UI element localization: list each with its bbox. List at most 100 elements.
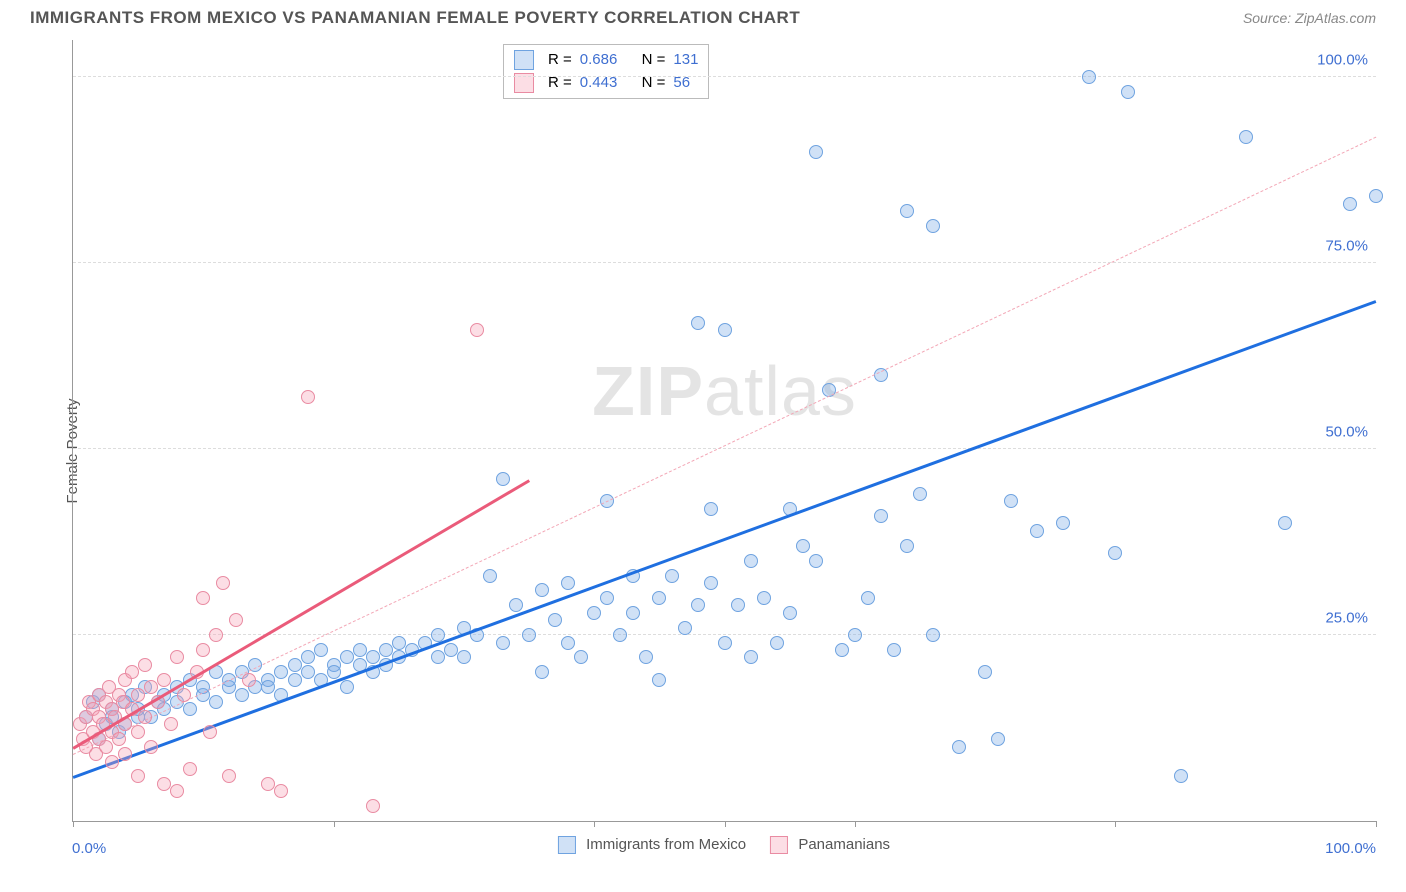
data-point-panama: [242, 673, 256, 687]
data-point-mexico: [457, 650, 471, 664]
data-point-mexico: [496, 636, 510, 650]
data-point-mexico: [274, 665, 288, 679]
data-point-mexico: [444, 643, 458, 657]
data-point-mexico: [379, 643, 393, 657]
chart-title: IMMIGRANTS FROM MEXICO VS PANAMANIAN FEM…: [30, 8, 800, 28]
data-point-mexico: [704, 576, 718, 590]
data-point-mexico: [1030, 524, 1044, 538]
data-point-mexico: [639, 650, 653, 664]
legend-swatch-panama: [770, 836, 788, 854]
data-point-panama: [274, 784, 288, 798]
data-point-mexico: [1056, 516, 1070, 530]
data-point-panama: [157, 777, 171, 791]
data-point-mexico: [522, 628, 536, 642]
data-point-mexico: [1278, 516, 1292, 530]
data-point-mexico: [809, 554, 823, 568]
data-point-mexico: [1082, 70, 1096, 84]
data-point-panama: [301, 390, 315, 404]
y-tick-label: 25.0%: [1325, 610, 1368, 627]
data-point-panama: [144, 740, 158, 754]
data-point-mexico: [900, 204, 914, 218]
data-point-mexico: [718, 323, 732, 337]
data-point-panama: [99, 740, 113, 754]
data-point-mexico: [340, 680, 354, 694]
data-point-mexico: [861, 591, 875, 605]
data-point-mexico: [431, 650, 445, 664]
data-point-panama: [216, 576, 230, 590]
data-point-panama: [170, 650, 184, 664]
data-point-mexico: [809, 145, 823, 159]
watermark: ZIPatlas: [592, 351, 857, 431]
data-point-mexico: [770, 636, 784, 650]
data-point-panama: [118, 747, 132, 761]
x-axis-legend: Immigrants from Mexico Panamanians: [558, 836, 890, 854]
data-point-mexico: [926, 219, 940, 233]
data-point-mexico: [1369, 189, 1383, 203]
data-point-mexico: [496, 472, 510, 486]
data-point-mexico: [1108, 546, 1122, 560]
y-tick-label: 75.0%: [1325, 238, 1368, 255]
data-point-panama: [222, 769, 236, 783]
data-point-panama: [196, 643, 210, 657]
gridline: [73, 448, 1376, 449]
source-attribution: Source: ZipAtlas.com: [1243, 10, 1376, 26]
chart-container: Female Poverty ZIPatlas R = 0.686 N = 13…: [30, 40, 1376, 862]
stats-row-panama: R = 0.443 N = 56: [514, 72, 698, 95]
y-tick-label: 50.0%: [1325, 424, 1368, 441]
data-point-mexico: [288, 658, 302, 672]
swatch-mexico: [514, 50, 534, 70]
data-point-mexico: [1174, 769, 1188, 783]
data-point-panama: [183, 762, 197, 776]
data-point-mexico: [757, 591, 771, 605]
data-point-mexico: [574, 650, 588, 664]
data-point-mexico: [913, 487, 927, 501]
data-point-mexico: [796, 539, 810, 553]
r-value-panama: 0.443: [580, 72, 618, 95]
data-point-mexico: [209, 695, 223, 709]
x-tick-mark: [1376, 821, 1377, 827]
r-value-mexico: 0.686: [580, 49, 618, 72]
data-point-mexico: [887, 643, 901, 657]
legend-item-mexico: Immigrants from Mexico: [558, 836, 746, 854]
data-point-mexico: [848, 628, 862, 642]
gridline: [73, 262, 1376, 263]
data-point-panama: [170, 784, 184, 798]
data-point-mexico: [314, 643, 328, 657]
data-point-mexico: [783, 606, 797, 620]
data-point-panama: [131, 688, 145, 702]
legend-swatch-mexico: [558, 836, 576, 854]
data-point-mexico: [704, 502, 718, 516]
data-point-mexico: [731, 598, 745, 612]
trend-line-mexico: [73, 300, 1377, 778]
data-point-mexico: [900, 539, 914, 553]
data-point-mexico: [835, 643, 849, 657]
data-point-panama: [229, 613, 243, 627]
data-point-mexico: [261, 680, 275, 694]
data-point-mexico: [509, 598, 523, 612]
data-point-mexico: [678, 621, 692, 635]
x-axis-min-label: 0.0%: [72, 840, 106, 857]
n-value-mexico: 131: [673, 49, 698, 72]
data-point-mexico: [483, 569, 497, 583]
data-point-panama: [164, 717, 178, 731]
data-point-mexico: [561, 636, 575, 650]
data-point-panama: [112, 732, 126, 746]
data-point-panama: [470, 323, 484, 337]
data-point-mexico: [353, 643, 367, 657]
data-point-mexico: [535, 665, 549, 679]
data-point-panama: [209, 628, 223, 642]
data-point-panama: [105, 755, 119, 769]
x-axis-region: 0.0% 100.0% Immigrants from Mexico Panam…: [72, 822, 1376, 862]
data-point-mexico: [1239, 130, 1253, 144]
data-point-mexico: [340, 650, 354, 664]
trend-line-panama: [72, 479, 529, 749]
data-point-panama: [177, 688, 191, 702]
data-point-panama: [261, 777, 275, 791]
legend-item-panama: Panamanians: [770, 836, 890, 854]
data-point-mexico: [1343, 197, 1357, 211]
data-point-mexico: [1121, 85, 1135, 99]
data-point-mexico: [288, 673, 302, 687]
data-point-mexico: [744, 650, 758, 664]
data-point-mexico: [535, 583, 549, 597]
n-value-panama: 56: [673, 72, 690, 95]
